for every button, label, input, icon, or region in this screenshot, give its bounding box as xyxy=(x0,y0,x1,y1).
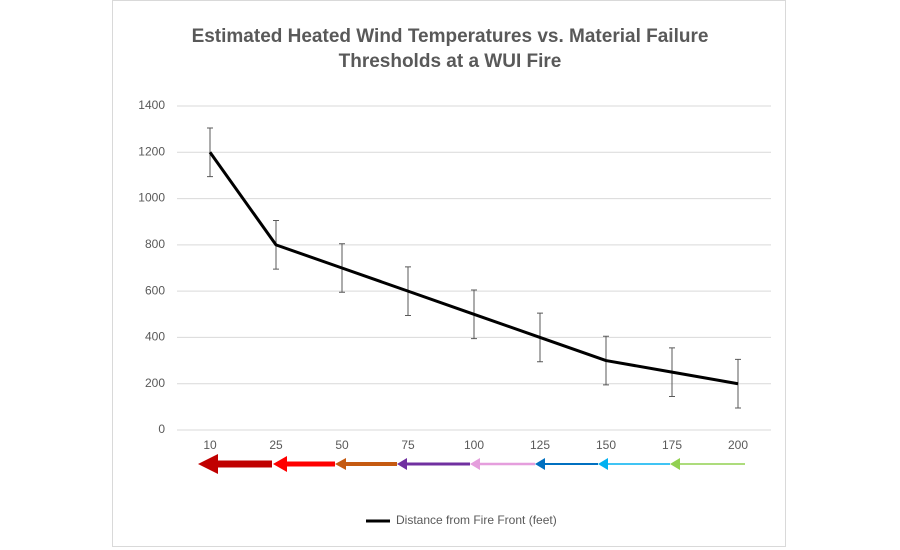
y-tick-label: 1400 xyxy=(138,98,165,112)
y-tick-label: 1000 xyxy=(138,191,165,205)
x-tick-label: 75 xyxy=(401,438,415,452)
y-tick-label: 600 xyxy=(145,283,165,297)
chart-frame xyxy=(112,0,786,547)
x-tick-label: 150 xyxy=(596,438,616,452)
x-tick-label: 50 xyxy=(335,438,349,452)
x-tick-label: 10 xyxy=(203,438,217,452)
chart-title: Estimated Heated Wind Temperatures vs. M… xyxy=(191,26,709,72)
distance-arrows xyxy=(198,454,745,474)
y-tick-label: 1200 xyxy=(138,144,165,158)
y-tick-label: 200 xyxy=(145,376,165,390)
y-tick-label: 400 xyxy=(145,330,165,344)
y-tick-label: 800 xyxy=(145,237,165,251)
x-tick-label: 100 xyxy=(464,438,484,452)
x-tick-label: 200 xyxy=(728,438,748,452)
data-line xyxy=(208,151,739,386)
legend-label: Distance from Fire Front (feet) xyxy=(396,513,557,527)
y-tick-label: 0 xyxy=(158,422,165,436)
x-tick-label: 175 xyxy=(662,438,682,452)
x-tick-label: 25 xyxy=(269,438,283,452)
x-tick-label: 125 xyxy=(530,438,550,452)
